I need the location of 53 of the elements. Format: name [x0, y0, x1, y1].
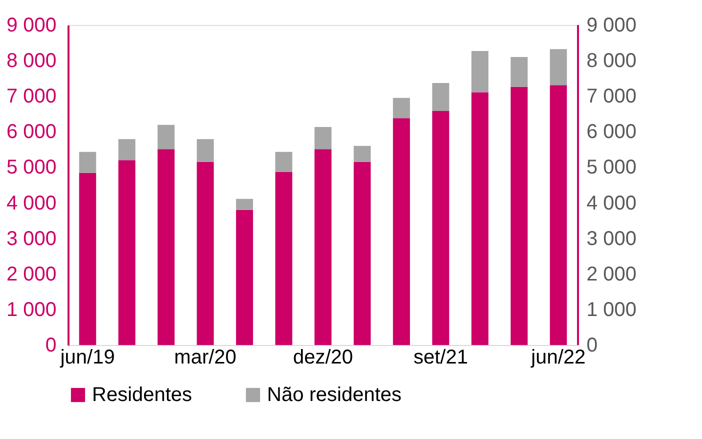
bar	[158, 149, 175, 345]
y-tick-label: 1 000	[586, 298, 637, 321]
bar	[314, 127, 332, 150]
y-tick-label: 3 000	[586, 228, 637, 250]
bar	[471, 92, 488, 345]
legend-label: Não residentes	[267, 384, 402, 406]
bar	[79, 152, 96, 173]
legend-label: Residentes	[92, 384, 192, 406]
y2-tick-label: 3 000	[6, 228, 56, 250]
bar	[236, 198, 254, 210]
bar	[432, 111, 450, 345]
bar	[275, 172, 292, 345]
bar	[354, 146, 371, 162]
y2-tick-label: 5 000	[6, 156, 56, 179]
y2-tick-label: 7 000	[6, 86, 56, 108]
bar	[550, 85, 567, 345]
bar	[79, 172, 96, 345]
x-tick-label: jun/19	[59, 346, 115, 368]
bar	[510, 57, 528, 87]
y-tick-label: 0	[586, 334, 598, 356]
bar	[196, 139, 214, 162]
y2-tick-label: 6 000	[6, 121, 56, 144]
bar	[510, 86, 528, 345]
bar	[392, 118, 410, 345]
y-tick-label: 2 000	[586, 263, 637, 286]
bar	[196, 162, 214, 345]
y2-tick-label: 0	[45, 334, 56, 356]
bar	[236, 210, 254, 345]
bar	[471, 50, 488, 92]
bar	[118, 139, 136, 160]
bar	[550, 49, 567, 86]
y2-tick-label: 8 000	[6, 50, 56, 72]
y-tick-label: 8 000	[586, 50, 637, 72]
y2-tick-label: 2 000	[6, 263, 56, 286]
y-tick-label: 5 000	[586, 156, 637, 179]
bar	[392, 98, 410, 118]
bar	[275, 152, 292, 172]
x-tick-label: set/21	[413, 346, 468, 368]
y-tick-label: 9 000	[586, 14, 637, 36]
y2-tick-label: 4 000	[6, 192, 56, 214]
bar	[432, 82, 450, 112]
x-tick-label: dez/20	[292, 346, 354, 368]
x-tick-label: jun/22	[530, 346, 586, 368]
y2-tick-label: 1 000	[6, 298, 56, 321]
y-tick-label: 6 000	[586, 121, 637, 144]
y2-tick-label: 9 000	[6, 14, 56, 36]
bar	[158, 124, 175, 150]
y-tick-label: 4 000	[586, 192, 637, 214]
bar	[314, 149, 332, 345]
y-tick-label: 7 000	[586, 86, 637, 108]
bar	[354, 162, 371, 345]
x-tick-label: mar/20	[174, 346, 236, 368]
bar	[118, 160, 136, 345]
